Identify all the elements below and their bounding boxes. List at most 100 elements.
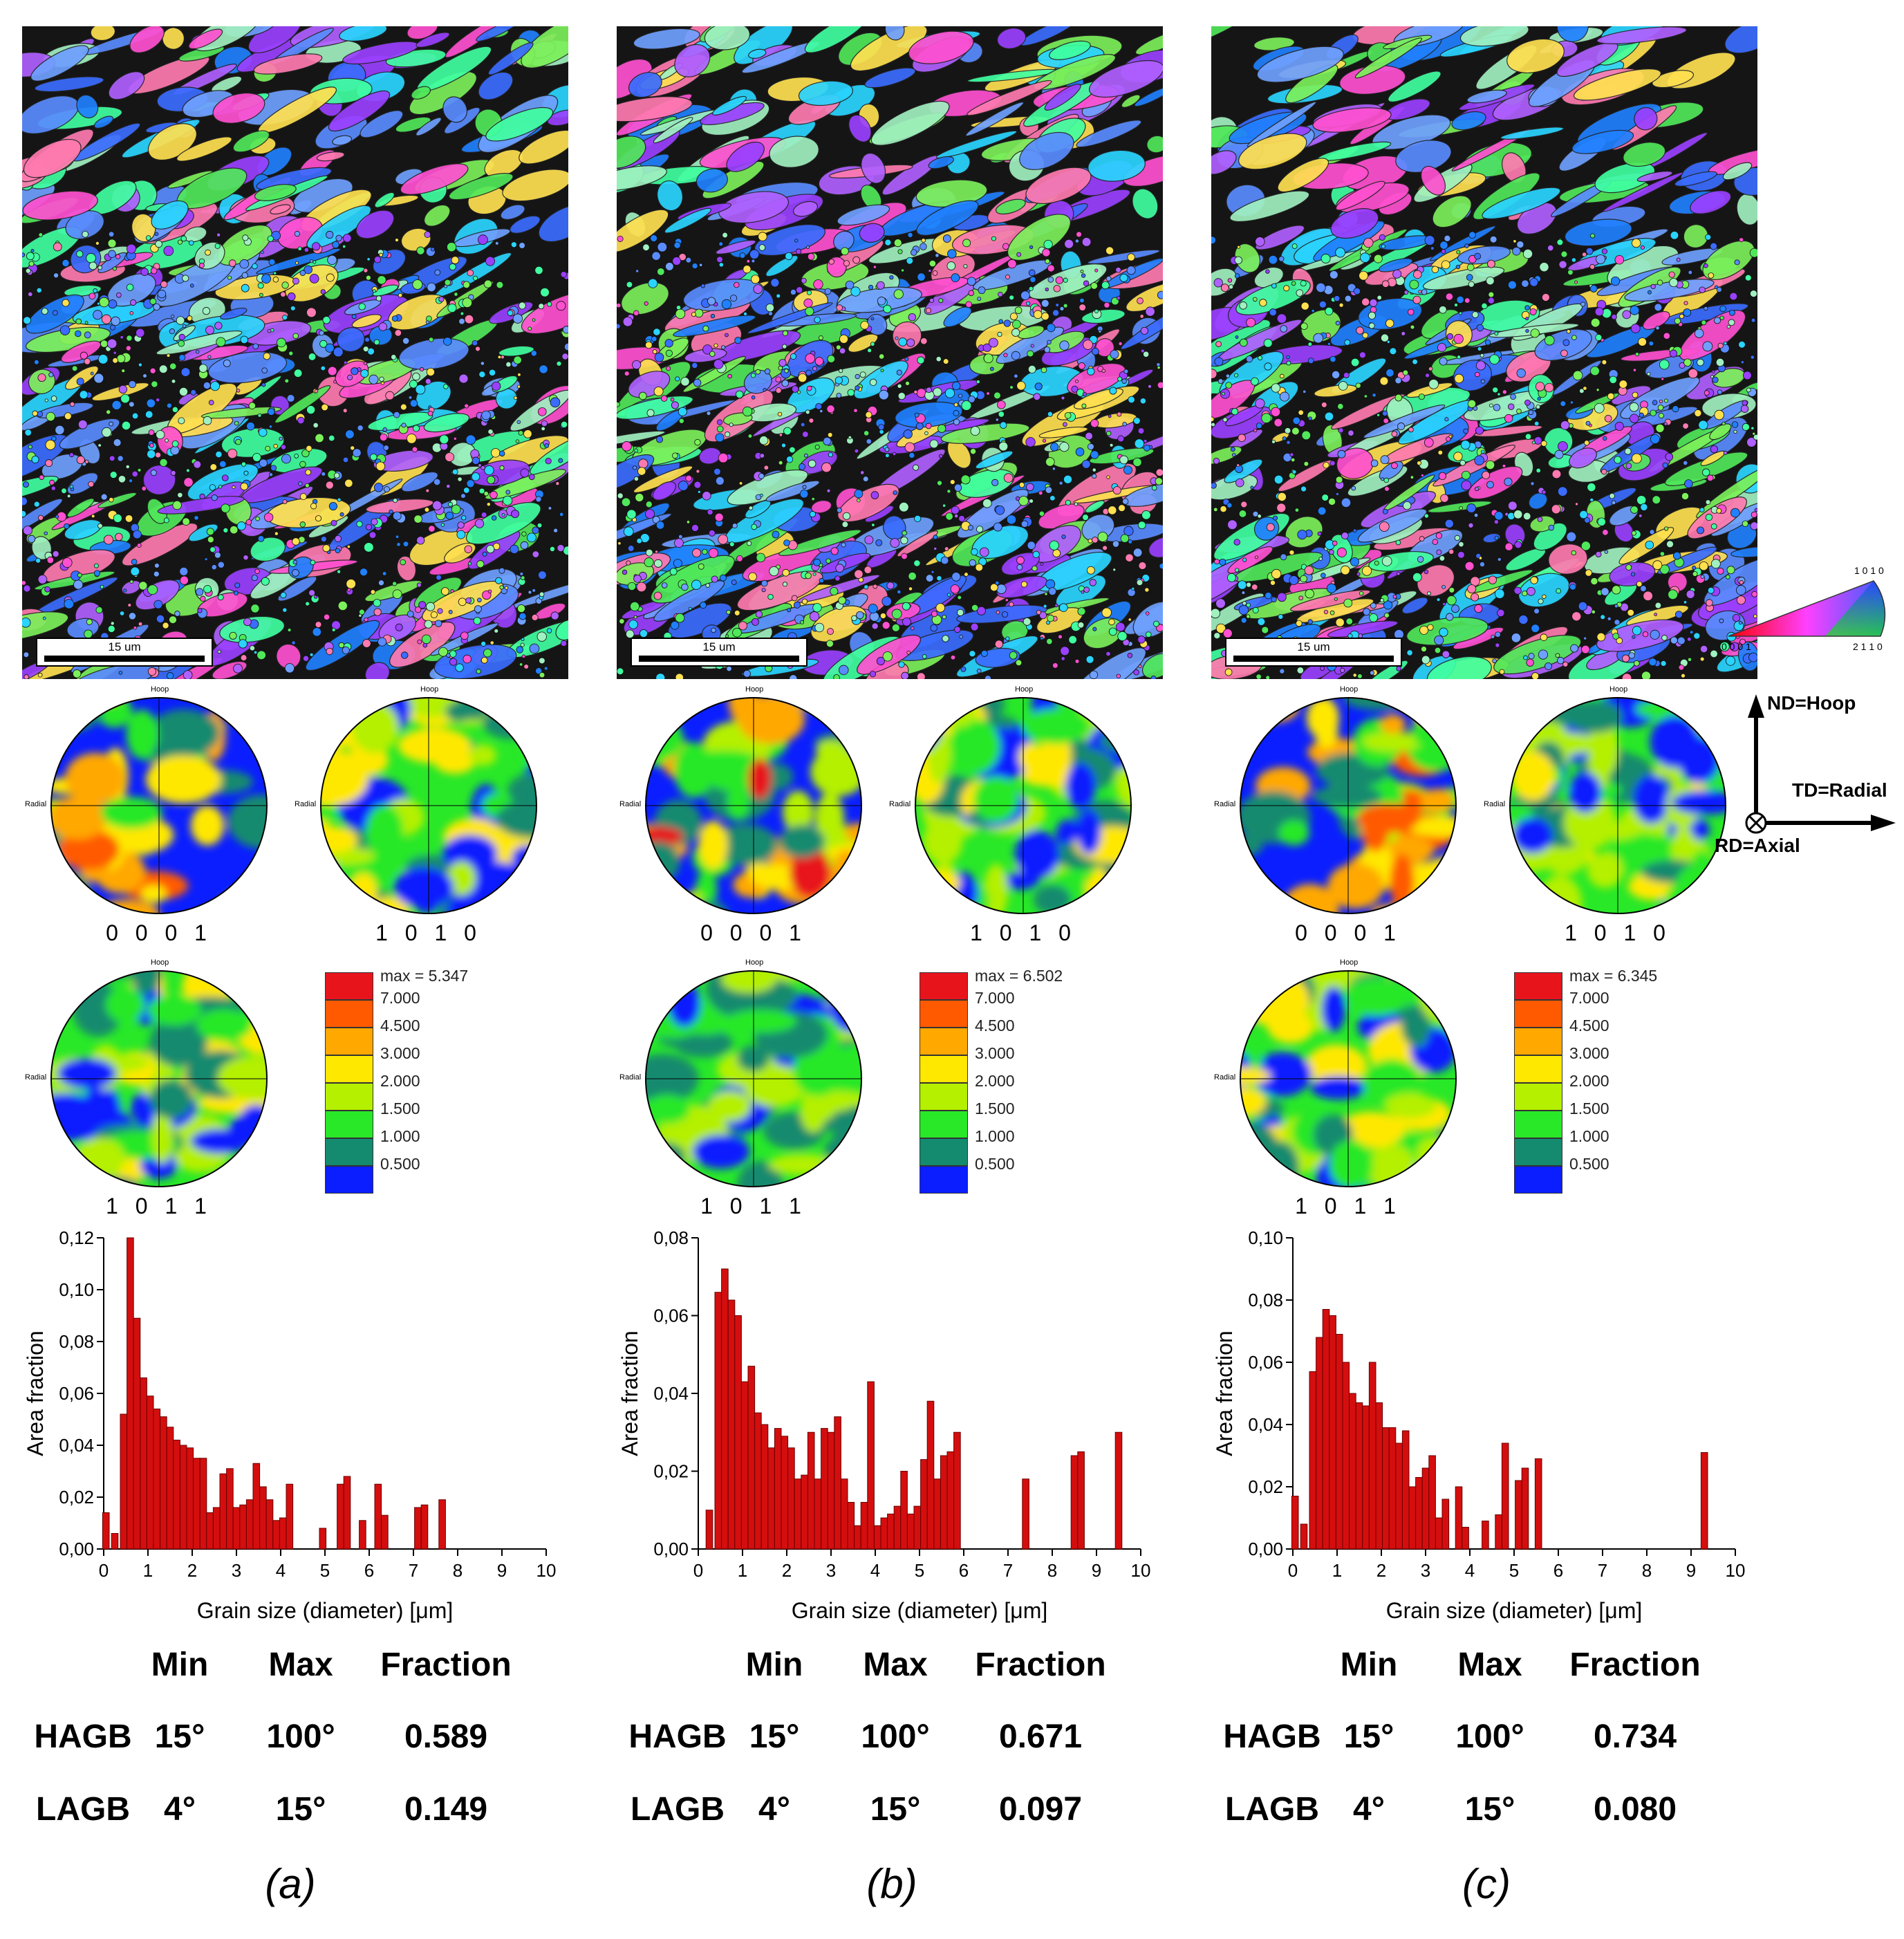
histogram-bar: [245, 1499, 254, 1550]
histogram-bar: [867, 1381, 875, 1550]
table-cell-min: 15°: [749, 1718, 800, 1755]
histogram-bar: [1022, 1478, 1029, 1550]
legend-swatch: [1514, 1055, 1562, 1083]
histogram-bar: [754, 1412, 762, 1550]
legend-swatch: [325, 1055, 373, 1083]
legend-swatch: [325, 1083, 373, 1111]
histogram-bar: [127, 1237, 134, 1550]
pole-figure-label: 0 0 0 1: [1295, 920, 1401, 945]
histogram-bar: [286, 1483, 294, 1550]
table-cell-min: 4°: [164, 1791, 196, 1828]
legend-swatch: [325, 972, 373, 1000]
y-tick-label: 0,10: [59, 1279, 94, 1300]
histogram-bar: [1482, 1521, 1489, 1550]
legend-max-value: max = 5.347: [380, 967, 469, 985]
legend-swatch: [1514, 1028, 1562, 1055]
pole-figure-hoop-label: Hoop: [745, 958, 764, 967]
histogram-bar: [381, 1514, 389, 1550]
histogram-bar: [1309, 1371, 1317, 1550]
legend-swatch: [920, 1083, 968, 1111]
legend-swatch: [325, 1111, 373, 1138]
x-tick-label: 8: [1047, 1560, 1057, 1581]
x-tick-label: 2: [782, 1560, 792, 1581]
x-tick-label: 4: [870, 1560, 880, 1581]
scale-bar-label: 15 um: [1297, 640, 1330, 653]
histogram-bar: [319, 1528, 327, 1550]
histogram-bar: [913, 1505, 922, 1550]
x-tick-label: 2: [187, 1560, 197, 1581]
histogram-bar: [1495, 1514, 1502, 1550]
legend-swatch: [325, 1166, 373, 1194]
histogram-chart: 0,00 0,02 0,04 0,06 0,08 0 1 2 3 4 5 6 7 8 9 10 Grain si…: [617, 1227, 1150, 1623]
table-header: Max: [1457, 1646, 1522, 1683]
legend-swatch: [920, 1028, 968, 1055]
pole-figure-hoop-label: Hoop: [1340, 685, 1359, 694]
x-tick-label: 1: [1332, 1560, 1342, 1581]
table-cell-fraction: 0.589: [404, 1718, 488, 1755]
histogram-bar: [1435, 1517, 1443, 1550]
legend-level-label: 0.500: [380, 1155, 420, 1173]
histogram-bar: [1375, 1402, 1383, 1550]
pole-figure: Hoop Radial 1 0 1 0: [889, 685, 1134, 945]
y-axis-label: Area fraction: [23, 1330, 48, 1456]
y-tick-label: 0,10: [1248, 1227, 1283, 1248]
histogram-bar: [847, 1502, 855, 1550]
legend-level-label: 1.500: [975, 1100, 1015, 1117]
histogram-bar: [787, 1447, 795, 1550]
x-tick-label: 5: [320, 1560, 330, 1581]
legend-level-label: 4.500: [975, 1017, 1015, 1035]
histogram-bar: [219, 1473, 227, 1550]
pole-figure-radial-label: Radial: [1484, 800, 1506, 808]
histogram-chart: 0,00 0,02 0,04 0,06 0,08 0,10 0,12 0 1 2 3 4 5 6 7 8 9 10…: [23, 1227, 556, 1623]
histogram-bar: [1362, 1405, 1370, 1550]
pole-figure: Hoop Radial 0 0 0 1: [25, 685, 270, 945]
x-tick-label: 5: [915, 1560, 924, 1581]
x-tick-label: 4: [1465, 1560, 1475, 1581]
y-tick-label: 0,04: [59, 1435, 94, 1456]
x-tick-label: 4: [276, 1560, 286, 1581]
legend-level-label: 2.000: [975, 1072, 1015, 1090]
histogram-bar: [272, 1520, 280, 1550]
pole-figure-label: 1 0 1 0: [375, 920, 482, 945]
pole-figure-hoop-label: Hoop: [1340, 958, 1359, 967]
legend-level-label: 3.000: [1569, 1044, 1609, 1062]
histogram-bar: [1300, 1523, 1308, 1550]
y-tick-label: 0,04: [653, 1383, 689, 1404]
legend-level-label: 1.000: [1569, 1127, 1609, 1145]
histogram-bar: [111, 1533, 119, 1550]
table-cell-name: LAGB: [631, 1791, 725, 1828]
histogram-bar: [1114, 1431, 1123, 1550]
pole-figure-label: 1 0 1 0: [970, 920, 1076, 945]
pole-figure-label: 1 0 1 1: [700, 1194, 807, 1218]
histogram-bar: [893, 1505, 902, 1550]
histogram-bar: [774, 1428, 782, 1550]
histogram-bar: [186, 1447, 194, 1550]
ipf-label-left: 0 0 0 1: [1721, 641, 1751, 652]
y-axis-label: Area fraction: [617, 1330, 642, 1456]
pole-figure: Hoop Radial 1 0 1 1: [619, 958, 864, 1218]
table-cell-name: HAGB: [1223, 1718, 1321, 1755]
legend-swatch: [920, 1000, 968, 1028]
histogram-bar: [873, 1525, 881, 1550]
ebsd-orientation-map: 15 um: [617, 26, 1163, 679]
legend-swatch: [920, 1166, 968, 1194]
histogram-bar: [1462, 1527, 1469, 1550]
histogram-bar: [179, 1445, 187, 1550]
legend-level-label: 2.000: [1569, 1072, 1609, 1090]
intensity-legend: max = 6.502 7.000 4.500 3.000 2.000 1.500 1.00…: [920, 967, 1127, 1196]
grain-boundary-table: Min Max Fraction HAGB 15° 100° 0.671 LAGB 4° 15° 0…: [595, 1646, 1189, 1853]
x-tick-label: 7: [1003, 1560, 1013, 1581]
legend-level-label: 0.500: [1569, 1155, 1609, 1173]
histogram-bar: [834, 1416, 841, 1550]
pole-figure-label: 0 0 0 1: [106, 920, 212, 945]
table-cell-fraction: 0.097: [998, 1791, 1083, 1828]
histogram-bar: [794, 1478, 802, 1550]
histogram-bar: [705, 1510, 713, 1550]
pole-figure-radial-label: Radial: [619, 800, 642, 808]
grain-boundary-table: Min Max Fraction HAGB 15° 100° 0.734 LAGB 4° 15° 0…: [1189, 1646, 1784, 1853]
x-axis-label: Grain size (diameter) [μm]: [197, 1598, 454, 1623]
legend-swatch: [920, 1111, 968, 1138]
pole-figure-hoop-label: Hoop: [1015, 685, 1034, 694]
histogram-bar: [767, 1447, 775, 1550]
histogram-bar: [133, 1317, 141, 1550]
